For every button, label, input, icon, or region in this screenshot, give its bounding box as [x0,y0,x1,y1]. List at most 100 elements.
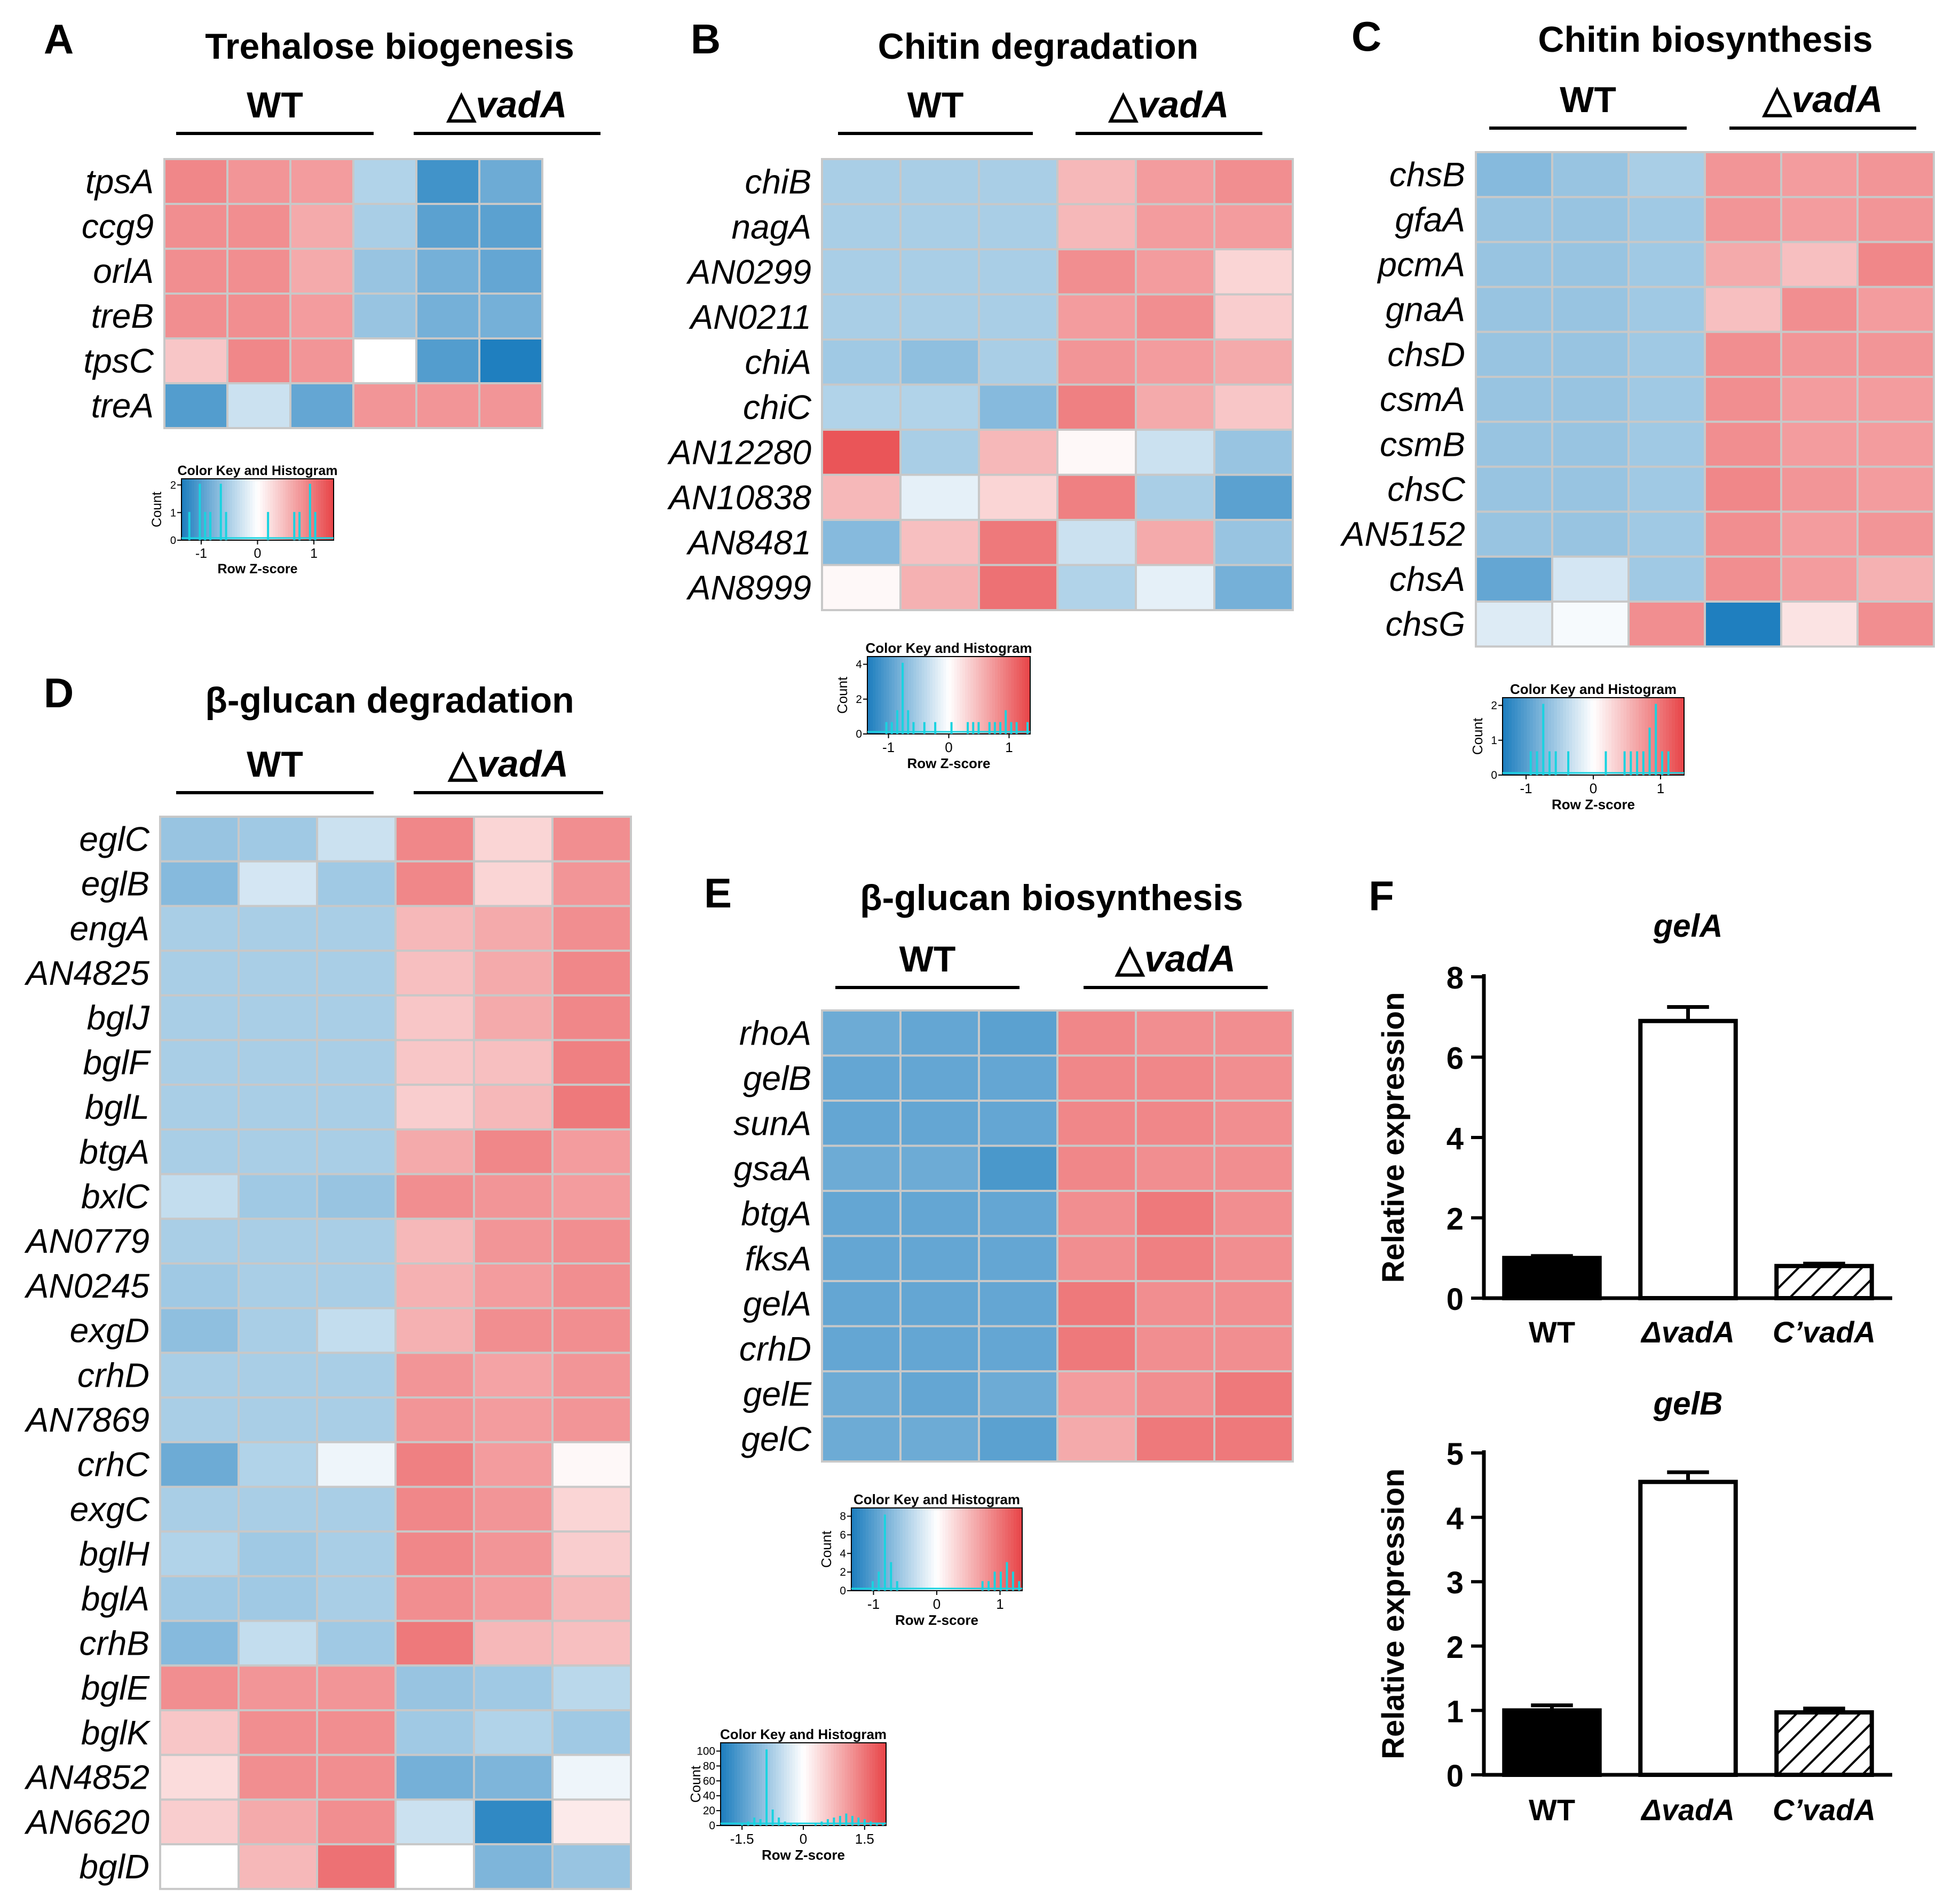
color-key-swatch [861,1743,865,1826]
color-key-swatch [762,1743,765,1826]
mutant-delta-symbol: △ [1761,78,1792,120]
heatmap-cell [238,1798,318,1846]
row-label: btgA [79,1133,149,1171]
color-key-swatch [1617,698,1621,775]
heatmap-cell [1135,473,1215,521]
heatmap-cell [1056,1054,1137,1102]
heatmap-cell [551,1218,632,1265]
heatmap-cell [1780,330,1859,378]
heatmap-cell [821,1100,902,1147]
heatmap-cell [394,1039,475,1086]
color-key-swatch [839,1743,843,1826]
heatmap-cell [163,337,228,384]
heatmap-cell [316,994,397,1041]
color-key-swatch [992,657,995,734]
heatmap-cell [899,1144,980,1192]
color-key-swatch [1608,698,1612,775]
heatmap-cell [289,203,354,250]
heatmap-cell [415,293,480,339]
heatmap-cell [316,1173,397,1220]
color-key-swatch [891,657,895,734]
heatmap-cell [551,1307,632,1354]
color-key-swatch [924,657,928,734]
heatmap-cell [238,1396,318,1443]
color-key-swatch [984,657,987,734]
heatmap-cell [1856,151,1935,199]
heatmap-cell [1056,1144,1137,1192]
heatmap-cell [1475,330,1553,378]
heatmap-cell [159,1709,240,1756]
heatmap-cell [478,158,543,205]
color-key-xtick-label: -1.5 [730,1831,754,1847]
mutant-name: vadA [1791,78,1883,120]
chart-title: gelB [1653,1386,1722,1421]
color-key-swatch [1003,657,1007,734]
row-label: crhD [739,1330,811,1368]
color-key-swatch [913,657,917,734]
color-key-swatch [935,657,939,734]
color-key-swatch [1523,698,1528,775]
color-key-swatch [232,479,235,540]
heatmap-cell [1135,1009,1215,1057]
heatmap-cell [316,1441,397,1488]
heatmap-cell [821,1370,902,1418]
heatmap-cell [1780,555,1859,603]
color-key-swatch [965,657,969,734]
color-key-swatch [278,479,281,540]
heatmap-cell [352,248,417,295]
heatmap-cell [316,1486,397,1533]
color-key-ylabel: Count [687,1765,704,1803]
heatmap-cell [551,1798,632,1846]
color-key-swatch [313,479,317,540]
color-key-swatch [865,1508,869,1591]
color-key-swatch [244,479,248,540]
color-key-title: Color Key and Histogram [1510,681,1677,697]
heatmap-cell [473,1039,554,1086]
heatmap-cell [551,1753,632,1801]
row-label: AN4852 [24,1758,149,1797]
heatmap-cell [899,203,980,250]
color-key-swatch [814,1743,818,1826]
color-key-swatch [1527,698,1530,775]
heatmap-cell [159,1664,240,1712]
heatmap-cell [159,1798,240,1846]
heatmap-cell [821,1235,902,1282]
heatmap-cell [1213,1144,1294,1192]
color-key-xtick-label: 0 [933,1596,941,1612]
heatmap-cell [1704,196,1782,243]
heatmap-cell [1213,1235,1294,1282]
heatmap-cell [238,1709,318,1756]
color-key-ytick-label: 2 [170,480,176,492]
heatmap-cell [899,1235,980,1282]
color-key-swatch [928,1508,932,1591]
heatmap-cell [551,1039,632,1086]
heatmap-cell [238,1218,318,1265]
heatmap-cell [473,994,554,1041]
color-key-swatch [875,657,879,734]
color-key-swatch [1672,698,1676,775]
color-key-swatch [908,657,912,734]
heatmap-cell [394,1709,475,1756]
heatmap-cell [238,1307,318,1354]
color-key-swatch [1010,1508,1014,1591]
heatmap-cell [1213,1280,1294,1328]
heatmap-cell [473,905,554,952]
heatmap-cell [551,1486,632,1533]
color-key-swatch [1635,698,1639,775]
color-key-swatch [1572,698,1576,775]
color-key-swatch [778,1743,782,1826]
heatmap-cell [473,1664,554,1712]
heatmap-cell [978,1415,1058,1463]
color-key-ylabel: Count [149,492,164,527]
heatmap-cell [978,1325,1058,1372]
heatmap-cell [415,382,480,429]
color-key-xlabel: Row Z-score [907,755,990,771]
group-label-mutant: △vadA [1115,938,1236,979]
row-label: treA [91,386,154,425]
color-key-swatch [891,1508,895,1591]
heatmap-cell [159,994,240,1041]
row-label: engA [70,909,149,947]
color-key-swatch [1596,698,1600,775]
y-tick-label: 5 [1447,1437,1464,1472]
